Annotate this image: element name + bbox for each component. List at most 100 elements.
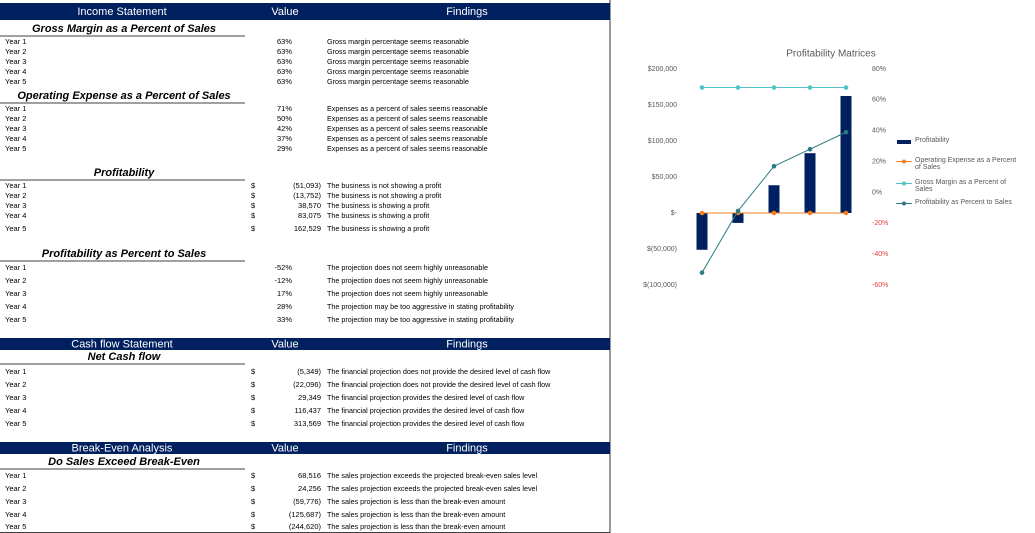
row-label: Year 4 [5, 211, 26, 220]
row-finding: The projection may be too aggressive in … [327, 302, 514, 311]
line-marker [843, 129, 849, 135]
row-value: 116,437 [294, 406, 321, 415]
group-title: Profitability [94, 167, 155, 179]
row-label: Year 1 [5, 181, 26, 190]
group-title: Do Sales Exceed Break-Even [48, 456, 200, 468]
row-finding: The financial projection does not provid… [327, 380, 551, 389]
row-label: Year 5 [5, 224, 26, 233]
row-label: Year 2 [5, 47, 26, 56]
row-value: 63% [277, 47, 292, 56]
line-marker [699, 85, 705, 90]
row-finding: Expenses as a percent of sales seems rea… [327, 134, 488, 143]
row-value: (5,349) [297, 367, 321, 376]
group-title: Profitability as Percent to Sales [42, 248, 206, 260]
legend-item: Profitability [896, 137, 1021, 146]
row-value: -12% [274, 276, 292, 285]
row-value: -52% [274, 263, 292, 272]
row-finding: The sales projection is less than the br… [327, 510, 505, 519]
y2-tick-label: -20% [872, 220, 888, 227]
row-label: Year 3 [5, 201, 26, 210]
line-marker [771, 163, 777, 169]
bar [768, 185, 780, 213]
header-cell: Findings [446, 338, 488, 350]
row-value: 50% [277, 114, 292, 123]
y-tick-label: $- [671, 210, 678, 217]
line-marker [807, 146, 813, 152]
row-label: Year 4 [5, 302, 26, 311]
row-label: Year 2 [5, 114, 26, 123]
row-finding: Gross margin percentage seems reasonable [327, 47, 469, 56]
row-currency: $ [251, 406, 256, 415]
row-value: 63% [277, 37, 292, 46]
line-marker [807, 210, 813, 216]
header-cell: Findings [446, 442, 488, 454]
section-header [0, 338, 610, 350]
row-finding: The sales projection is less than the br… [327, 497, 505, 506]
row-label: Year 2 [5, 191, 26, 200]
row-label: Year 1 [5, 367, 26, 376]
row-finding: The sales projection exceeds the project… [327, 484, 538, 493]
header-cell: Value [271, 338, 298, 350]
row-currency: $ [251, 393, 256, 402]
chart-title: Profitability Matrices [786, 49, 875, 60]
row-label: Year 5 [5, 144, 26, 153]
row-label: Year 4 [5, 67, 26, 76]
row-label: Year 4 [5, 510, 26, 519]
row-finding: Gross margin percentage seems reasonable [327, 57, 469, 66]
row-label: Year 2 [5, 484, 26, 493]
row-label: Year 4 [5, 406, 26, 415]
row-currency: $ [251, 380, 256, 389]
row-finding: The financial projection provides the de… [327, 406, 525, 415]
row-finding: The financial projection provides the de… [327, 419, 525, 428]
row-finding: The projection may be too aggressive in … [327, 315, 514, 324]
row-currency: $ [251, 419, 256, 428]
row-currency: $ [251, 201, 256, 210]
row-value: (22,096) [293, 380, 321, 389]
row-value: 33% [277, 315, 292, 324]
row-currency: $ [251, 484, 256, 493]
row-currency: $ [251, 191, 256, 200]
row-value: 63% [277, 57, 292, 66]
row-label: Year 5 [5, 419, 26, 428]
row-value: 83,075 [298, 211, 321, 220]
row-label: Year 5 [5, 522, 26, 531]
row-finding: Expenses as a percent of sales seems rea… [327, 144, 488, 153]
row-label: Year 2 [5, 276, 26, 285]
row-currency: $ [251, 522, 256, 531]
row-currency: $ [251, 224, 256, 233]
row-finding: The projection does not seem highly unre… [327, 289, 488, 298]
row-label: Year 5 [5, 77, 26, 86]
y2-tick-label: 40% [872, 128, 886, 135]
legend-swatch-dot [902, 159, 906, 164]
legend-item: Profitability as Percent to Sales [896, 199, 1021, 208]
legend-label: Operating Expense as a Percent of Sales [915, 157, 1017, 171]
row-label: Year 3 [5, 393, 26, 402]
legend-swatch-dot [902, 181, 906, 186]
row-value: 63% [277, 67, 292, 76]
row-label: Year 5 [5, 315, 26, 324]
row-value: 38,570 [298, 201, 321, 210]
row-value: 42% [277, 124, 292, 133]
row-value: 29,349 [298, 393, 321, 402]
row-finding: The projection does not seem highly unre… [327, 276, 488, 285]
row-label: Year 2 [5, 380, 26, 389]
row-currency: $ [251, 471, 256, 480]
legend-item: Gross Margin as a Percent of Sales [896, 179, 1021, 193]
row-finding: The business is not showing a profit [327, 181, 441, 190]
row-currency: $ [251, 211, 256, 220]
line-marker [843, 85, 849, 90]
y2-tick-label: 20% [872, 158, 886, 165]
section-header [0, 442, 610, 454]
row-value: 24,256 [298, 484, 321, 493]
header-cell: Break-Even Analysis [72, 442, 173, 454]
line-marker [843, 210, 849, 216]
legend-swatch [896, 159, 912, 164]
row-finding: The financial projection does not provid… [327, 367, 551, 376]
header-cell: Value [271, 6, 298, 18]
row-value: 313,569 [294, 419, 321, 428]
row-finding: The financial projection provides the de… [327, 393, 525, 402]
legend-label: Profitability as Percent to Sales [915, 199, 1012, 206]
bar [804, 153, 816, 213]
row-value: 37% [277, 134, 292, 143]
